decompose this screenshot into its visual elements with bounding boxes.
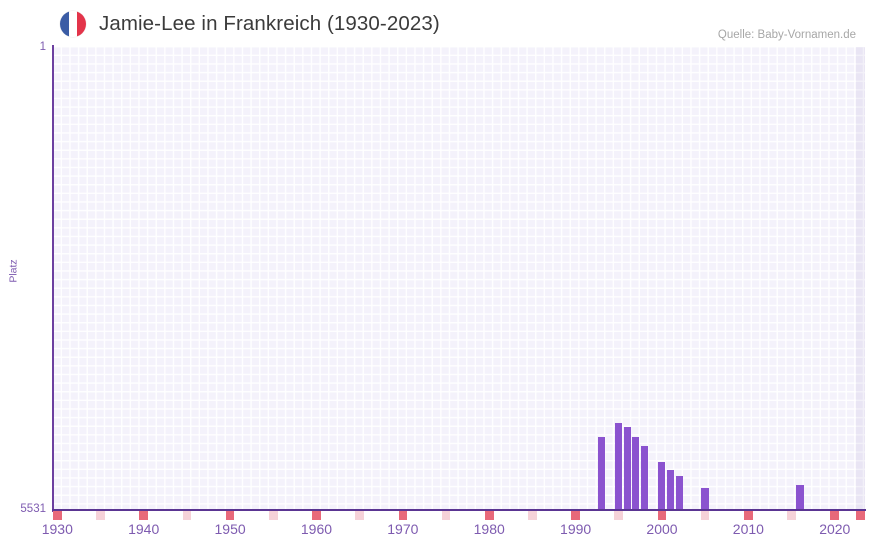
x-tick-1955: [268, 511, 278, 520]
x-axis-label-2010: 2010: [732, 521, 764, 537]
x-tick-1985: [528, 511, 537, 520]
x-tick-1950: [225, 511, 235, 520]
x-axis-label-1930: 1930: [41, 521, 73, 537]
x-tick-1935: [96, 511, 105, 520]
grid-lines: [53, 47, 865, 510]
x-tick-2015: [787, 511, 796, 520]
x-axis-label-1990: 1990: [560, 521, 592, 537]
y-axis-title: Platz: [7, 259, 20, 283]
bar-2005[interactable]: [701, 487, 709, 510]
x-tick-2005: [700, 511, 710, 520]
x-axis-line: [52, 509, 866, 511]
bar-2016[interactable]: [796, 484, 804, 510]
chart-header: Jamie-Lee in Frankreich (1930-2023): [60, 8, 440, 40]
source-attribution: Quelle: Baby-Vornamen.de: [717, 29, 856, 41]
bar-1996[interactable]: [623, 427, 631, 510]
x-axis-label-1980: 1980: [473, 521, 505, 537]
plot-area: [53, 47, 865, 510]
x-tick-1940: [139, 511, 148, 520]
x-tick-1960: [312, 511, 321, 520]
x-tick-1965: [355, 511, 364, 520]
page-title: Jamie-Lee in Frankreich (1930-2023): [99, 12, 440, 35]
x-tick-1990: [571, 511, 580, 520]
x-axis-label-1960: 1960: [300, 521, 333, 537]
y-axis-top-label: 1: [39, 41, 46, 53]
bar-series: [53, 47, 865, 510]
x-axis-labels: 1930 1940 1950 1960 1970 1980 1990 2000 2010 2020: [0, 521, 873, 545]
x-tick-2010: [744, 511, 753, 520]
x-tick-1995: [614, 511, 624, 520]
bar-1997[interactable]: [632, 436, 640, 510]
bar-1993[interactable]: [597, 436, 605, 510]
shaded-region: [856, 47, 865, 510]
x-tick-1975: [441, 511, 451, 520]
bar-1995[interactable]: [615, 423, 623, 510]
x-tick-1980: [484, 511, 494, 520]
y-axis-line: [52, 45, 54, 512]
x-axis-label-2020: 2020: [819, 521, 851, 537]
x-axis-label-2000: 2000: [646, 521, 678, 537]
france-flag-icon: [60, 11, 86, 37]
x-axis-label-1950: 1950: [214, 521, 246, 537]
bar-1998[interactable]: [641, 445, 649, 510]
x-tick-2023: [856, 511, 865, 520]
bar-2000[interactable]: [658, 461, 666, 510]
x-tick-2000: [657, 511, 667, 520]
bar-2001[interactable]: [666, 469, 675, 510]
x-axis-label-1970: 1970: [387, 521, 419, 537]
x-tick-1970: [398, 511, 408, 520]
x-tick-1945: [182, 511, 192, 520]
x-axis-ticks: [53, 511, 865, 520]
x-axis-label-1940: 1940: [128, 521, 160, 537]
y-axis-bottom-label: 5531: [20, 503, 46, 515]
bar-2002[interactable]: [675, 475, 683, 510]
x-tick-2020: [830, 511, 840, 520]
x-tick-1930: [53, 511, 62, 520]
